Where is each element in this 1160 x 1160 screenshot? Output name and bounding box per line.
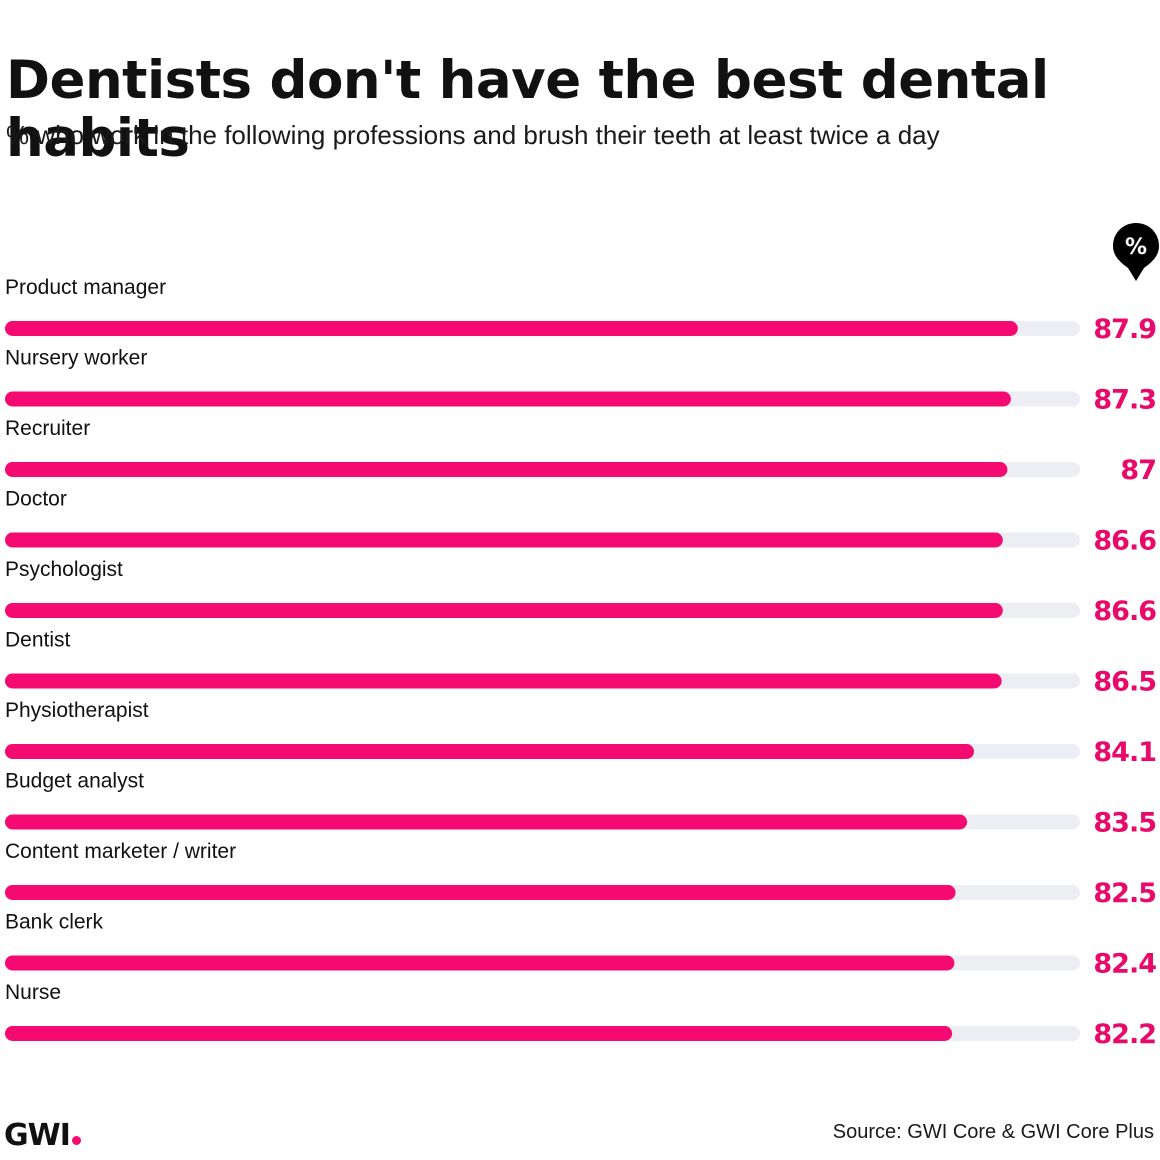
- chart-subtitle: % who work in the following professions …: [6, 120, 940, 150]
- value-label: 86.6: [1093, 596, 1156, 627]
- gwi-logo: GWI: [4, 1118, 81, 1153]
- value-label: 86.5: [1093, 667, 1156, 698]
- value-label: 83.5: [1093, 808, 1156, 839]
- bar: [5, 885, 956, 900]
- category-label: Budget analyst: [5, 770, 144, 793]
- pin-shape: [1113, 223, 1159, 281]
- category-label: Physiotherapist: [5, 699, 149, 722]
- bar: [5, 462, 1008, 477]
- bar: [5, 603, 1003, 618]
- percent-symbol: %: [1125, 235, 1147, 260]
- bar: [5, 321, 1018, 336]
- value-label: 82.2: [1093, 1019, 1156, 1050]
- bar: [5, 1026, 953, 1041]
- category-label: Doctor: [5, 488, 67, 511]
- category-label: Dentist: [5, 629, 71, 652]
- category-label: Recruiter: [5, 417, 90, 440]
- bar-chart: Product manager 87.9 Nursery worker 87.3 Rec…: [5, 276, 1157, 1050]
- bar: [5, 814, 968, 830]
- category-label: Nursery worker: [5, 347, 147, 370]
- value-label: 87: [1120, 455, 1156, 486]
- bar: [5, 744, 974, 759]
- category-label: Product manager: [5, 276, 166, 299]
- category-label: Bank clerk: [5, 911, 104, 934]
- category-label: Content marketer / writer: [5, 840, 236, 863]
- value-label: 87.3: [1093, 385, 1156, 416]
- source-note: Source: GWI Core & GWI Core Plus: [832, 1121, 1154, 1143]
- bar: [5, 532, 1003, 548]
- chart-title: Dentists don't have the best dental habi…: [6, 50, 1049, 170]
- bar: [5, 955, 955, 971]
- logo-dot: [71, 1136, 81, 1145]
- value-label: 87.9: [1093, 314, 1156, 345]
- percent-pin-icon: %: [1113, 223, 1159, 281]
- category-label: Nurse: [5, 981, 61, 1004]
- bar: [5, 673, 1002, 689]
- value-label: 82.5: [1093, 878, 1156, 909]
- value-label: 82.4: [1093, 949, 1156, 980]
- category-label: Psychologist: [5, 558, 123, 581]
- logo-text: GWI: [4, 1118, 71, 1153]
- value-label: 84.1: [1093, 737, 1156, 768]
- value-label: 86.6: [1093, 526, 1156, 557]
- bar: [5, 391, 1011, 407]
